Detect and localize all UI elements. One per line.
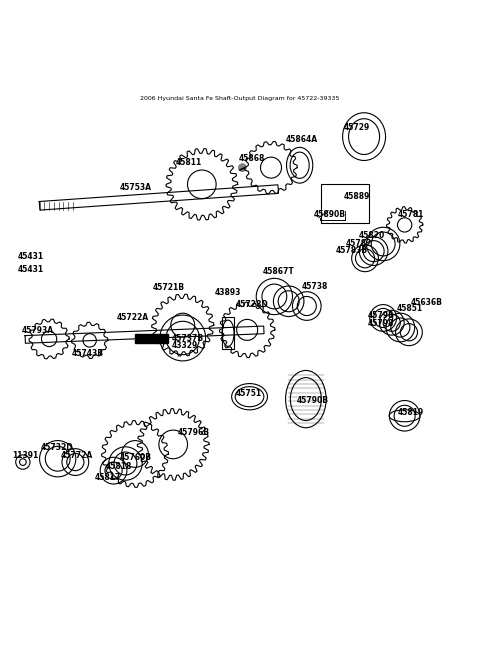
Text: 45751: 45751 bbox=[235, 389, 261, 398]
Text: 45737B: 45737B bbox=[171, 334, 204, 343]
Text: 45811: 45811 bbox=[176, 159, 202, 168]
Text: 45817: 45817 bbox=[95, 474, 121, 482]
Text: 45796B: 45796B bbox=[178, 428, 210, 437]
Text: 45820: 45820 bbox=[359, 231, 384, 240]
Bar bbox=[135, 334, 168, 343]
Bar bbox=[321, 184, 369, 223]
Text: 45889: 45889 bbox=[344, 192, 371, 201]
Text: 45868: 45868 bbox=[239, 153, 265, 162]
Text: 45798: 45798 bbox=[368, 311, 394, 320]
Text: 45772A: 45772A bbox=[61, 451, 93, 460]
Text: 45738: 45738 bbox=[302, 282, 328, 291]
Text: 45431: 45431 bbox=[18, 252, 44, 261]
Text: 45753A: 45753A bbox=[120, 183, 152, 192]
Text: 45867T: 45867T bbox=[263, 267, 295, 276]
Circle shape bbox=[239, 164, 246, 172]
Text: 45818: 45818 bbox=[106, 462, 132, 472]
Text: 43893: 43893 bbox=[215, 288, 241, 297]
Text: 45782: 45782 bbox=[346, 238, 372, 248]
Text: 45431: 45431 bbox=[18, 265, 44, 274]
Text: 45793A: 45793A bbox=[22, 326, 54, 335]
Text: 43329: 43329 bbox=[171, 341, 198, 350]
Text: 45721B: 45721B bbox=[152, 284, 184, 292]
Text: 45636B: 45636B bbox=[411, 298, 443, 307]
Bar bbox=[222, 318, 234, 349]
Text: 45728D: 45728D bbox=[235, 300, 268, 309]
Text: 2006 Hyundai Santa Fe Shaft-Output Diagram for 45722-39335: 2006 Hyundai Santa Fe Shaft-Output Diagr… bbox=[140, 96, 340, 101]
Text: 45760B: 45760B bbox=[120, 453, 152, 462]
Text: 45781: 45781 bbox=[397, 210, 424, 219]
Text: 45819: 45819 bbox=[397, 408, 424, 417]
Text: 45790B: 45790B bbox=[296, 396, 328, 405]
Text: 45851: 45851 bbox=[396, 304, 423, 313]
Text: 45798: 45798 bbox=[368, 319, 394, 328]
Text: 45722A: 45722A bbox=[117, 314, 149, 322]
Text: 45732D: 45732D bbox=[40, 443, 73, 452]
Text: 45864A: 45864A bbox=[285, 136, 317, 145]
Text: 45783B: 45783B bbox=[336, 246, 368, 255]
Text: 11391: 11391 bbox=[12, 451, 38, 460]
Text: 45743B: 45743B bbox=[72, 349, 104, 358]
Text: 45729: 45729 bbox=[344, 122, 370, 132]
Text: 45890B: 45890B bbox=[313, 210, 346, 219]
